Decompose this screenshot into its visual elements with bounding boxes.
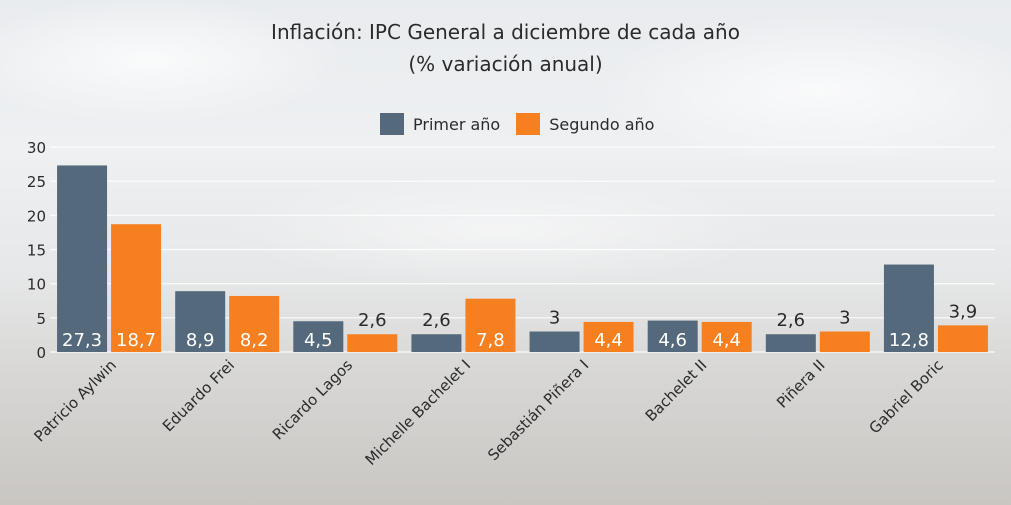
bar-primer: [883, 264, 934, 352]
bar-segundo: [819, 331, 870, 352]
bar-segundo: [937, 325, 988, 352]
chart-subtitle: (% variación anual): [408, 52, 603, 76]
legend-swatch-primer: [380, 113, 404, 135]
bar-primer: [175, 291, 226, 352]
y-tick-label: 25: [27, 173, 46, 191]
bar-primer: [529, 331, 580, 352]
bar-primer: [57, 165, 108, 352]
bar-segundo: [465, 298, 516, 352]
legend-label-primer: Primer año: [413, 114, 501, 134]
legend-label-segundo: Segundo año: [549, 114, 655, 134]
data-label: 4,4: [712, 330, 741, 351]
data-label: 4,6: [658, 330, 687, 351]
data-label: 18,7: [116, 330, 156, 351]
x-category-label: Patricio Aylwin: [31, 356, 120, 445]
bar-primer: [647, 320, 698, 352]
y-tick-label: 10: [27, 276, 46, 294]
y-tick-label: 5: [36, 310, 46, 328]
data-label: 8,2: [240, 330, 269, 351]
data-label: 12,8: [889, 330, 929, 351]
x-category-label: Gabriel Boric: [866, 356, 947, 437]
data-label: 2,6: [422, 310, 451, 331]
bar-segundo: [347, 334, 398, 352]
legend-item-segundo: Segundo año: [516, 113, 654, 135]
bar-segundo: [229, 295, 280, 352]
legend-item-primer: Primer año: [380, 113, 500, 135]
chart-title: Inflación: IPC General a diciembre de ca…: [271, 20, 740, 44]
data-label: 27,3: [62, 330, 102, 351]
data-label: 3: [549, 308, 560, 329]
x-category-label: Piñera II: [773, 356, 829, 412]
x-category-label: Eduardo Frei: [159, 356, 238, 435]
x-category-label: Ricardo Lagos: [269, 356, 356, 443]
bar-primer: [765, 334, 816, 352]
bar-segundo: [583, 321, 634, 352]
data-label: 7,8: [476, 330, 505, 351]
y-tick-label: 30: [27, 139, 46, 157]
x-category-label: Michelle Bachelet I: [362, 356, 475, 469]
bar-segundo: [111, 224, 162, 352]
bar-segundo: [701, 321, 752, 352]
y-tick-label: 20: [27, 207, 46, 225]
legend: Primer año Segundo año: [380, 112, 660, 136]
data-label: 4,4: [594, 330, 623, 351]
bar-primer: [411, 334, 462, 352]
data-label: 8,9: [186, 330, 215, 351]
bar-primer: [293, 321, 344, 352]
data-label: 2,6: [358, 310, 387, 331]
y-tick-label: 0: [36, 344, 46, 362]
data-label: 4,5: [304, 330, 333, 351]
x-category-label: Sebastián Piñera I: [484, 356, 592, 464]
y-tick-label: 15: [27, 242, 46, 260]
data-label: 2,6: [776, 310, 805, 331]
legend-swatch-segundo: [516, 113, 541, 135]
data-label: 3,9: [949, 301, 978, 322]
x-category-label: Bachelet II: [642, 356, 711, 425]
data-label: 3: [839, 308, 850, 329]
